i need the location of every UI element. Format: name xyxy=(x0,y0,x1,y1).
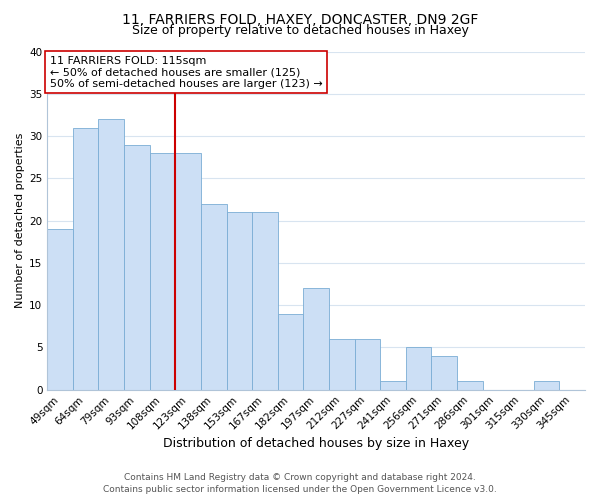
Text: Size of property relative to detached houses in Haxey: Size of property relative to detached ho… xyxy=(131,24,469,37)
Bar xyxy=(98,119,124,390)
Bar xyxy=(534,382,559,390)
Bar xyxy=(380,382,406,390)
Bar xyxy=(73,128,98,390)
Text: Contains HM Land Registry data © Crown copyright and database right 2024.
Contai: Contains HM Land Registry data © Crown c… xyxy=(103,472,497,494)
Bar xyxy=(457,382,482,390)
Bar xyxy=(47,229,73,390)
Bar xyxy=(201,204,227,390)
Text: 11, FARRIERS FOLD, HAXEY, DONCASTER, DN9 2GF: 11, FARRIERS FOLD, HAXEY, DONCASTER, DN9… xyxy=(122,12,478,26)
Text: 11 FARRIERS FOLD: 115sqm
← 50% of detached houses are smaller (125)
50% of semi-: 11 FARRIERS FOLD: 115sqm ← 50% of detach… xyxy=(50,56,323,89)
Bar xyxy=(124,144,150,390)
Bar xyxy=(150,153,175,390)
Bar xyxy=(252,212,278,390)
Bar xyxy=(227,212,252,390)
X-axis label: Distribution of detached houses by size in Haxey: Distribution of detached houses by size … xyxy=(163,437,469,450)
Bar xyxy=(278,314,304,390)
Bar xyxy=(431,356,457,390)
Bar xyxy=(175,153,201,390)
Bar xyxy=(355,339,380,390)
Y-axis label: Number of detached properties: Number of detached properties xyxy=(15,133,25,308)
Bar xyxy=(304,288,329,390)
Bar xyxy=(406,348,431,390)
Bar xyxy=(329,339,355,390)
